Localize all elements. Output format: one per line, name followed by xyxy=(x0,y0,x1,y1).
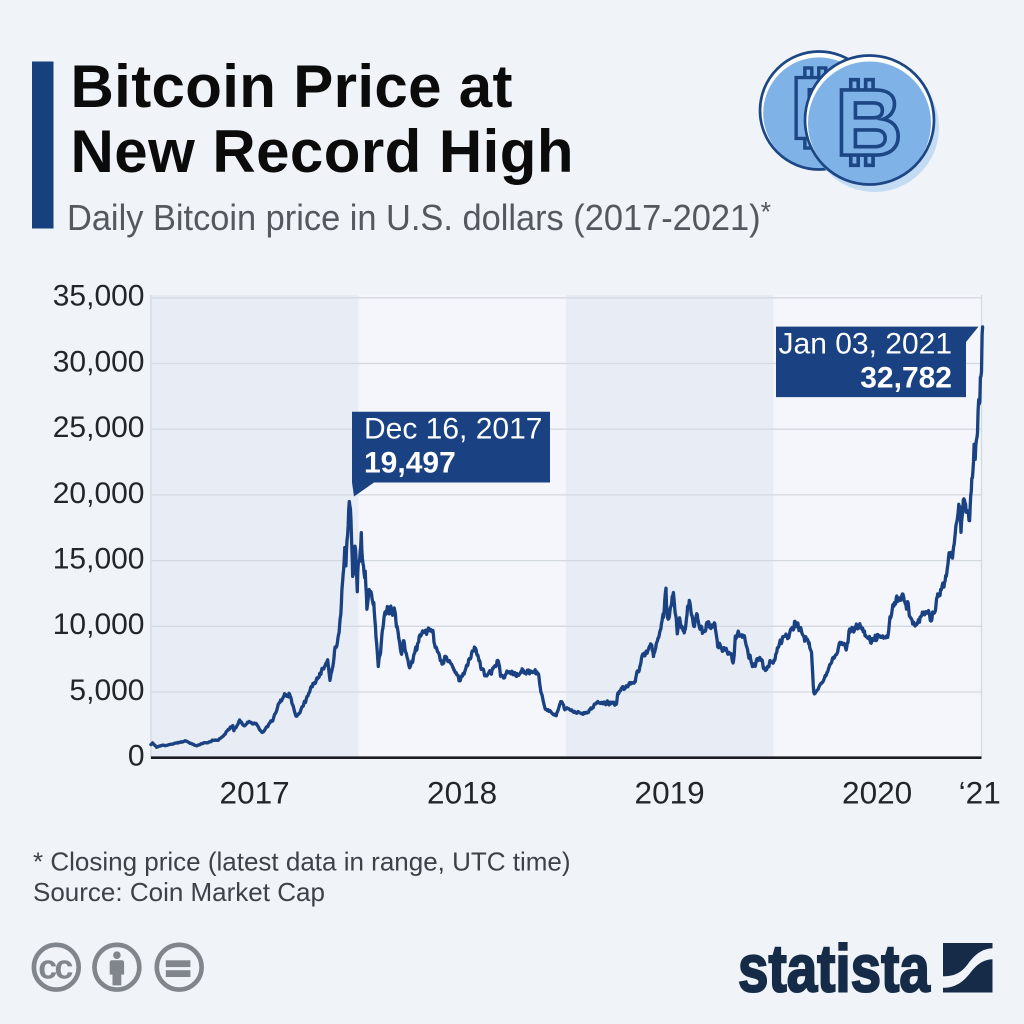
svg-text:19,497: 19,497 xyxy=(364,447,456,480)
svg-text:2019: 2019 xyxy=(635,774,705,810)
svg-text:Jan 03, 2021: Jan 03, 2021 xyxy=(779,328,952,361)
svg-text:30,000: 30,000 xyxy=(53,345,145,378)
svg-text:2018: 2018 xyxy=(427,774,497,810)
svg-text:2017: 2017 xyxy=(220,774,290,810)
svg-text:35,000: 35,000 xyxy=(53,280,145,313)
svg-text:Source: Coin Market Cap: Source: Coin Market Cap xyxy=(33,877,325,907)
svg-text:New Record High: New Record High xyxy=(71,118,574,185)
svg-text:statista: statista xyxy=(738,931,931,1005)
svg-text:‘21: ‘21 xyxy=(959,774,1001,810)
svg-text:Daily Bitcoin price in U.S. do: Daily Bitcoin price in U.S. dollars (201… xyxy=(67,196,771,239)
svg-text:25,000: 25,000 xyxy=(53,411,145,444)
svg-text:2020: 2020 xyxy=(842,774,912,810)
svg-text:5,000: 5,000 xyxy=(69,674,144,707)
svg-text:10,000: 10,000 xyxy=(53,608,145,641)
svg-text:Bitcoin Price at: Bitcoin Price at xyxy=(71,53,513,120)
svg-text:* Closing price (latest data i: * Closing price (latest data in range, U… xyxy=(33,847,571,877)
svg-text:Dec 16, 2017: Dec 16, 2017 xyxy=(364,412,542,445)
svg-text:15,000: 15,000 xyxy=(53,543,145,576)
svg-text:32,782: 32,782 xyxy=(860,362,952,395)
svg-text:cc: cc xyxy=(38,948,72,986)
svg-text:0: 0 xyxy=(128,740,145,773)
svg-text:20,000: 20,000 xyxy=(53,477,145,510)
